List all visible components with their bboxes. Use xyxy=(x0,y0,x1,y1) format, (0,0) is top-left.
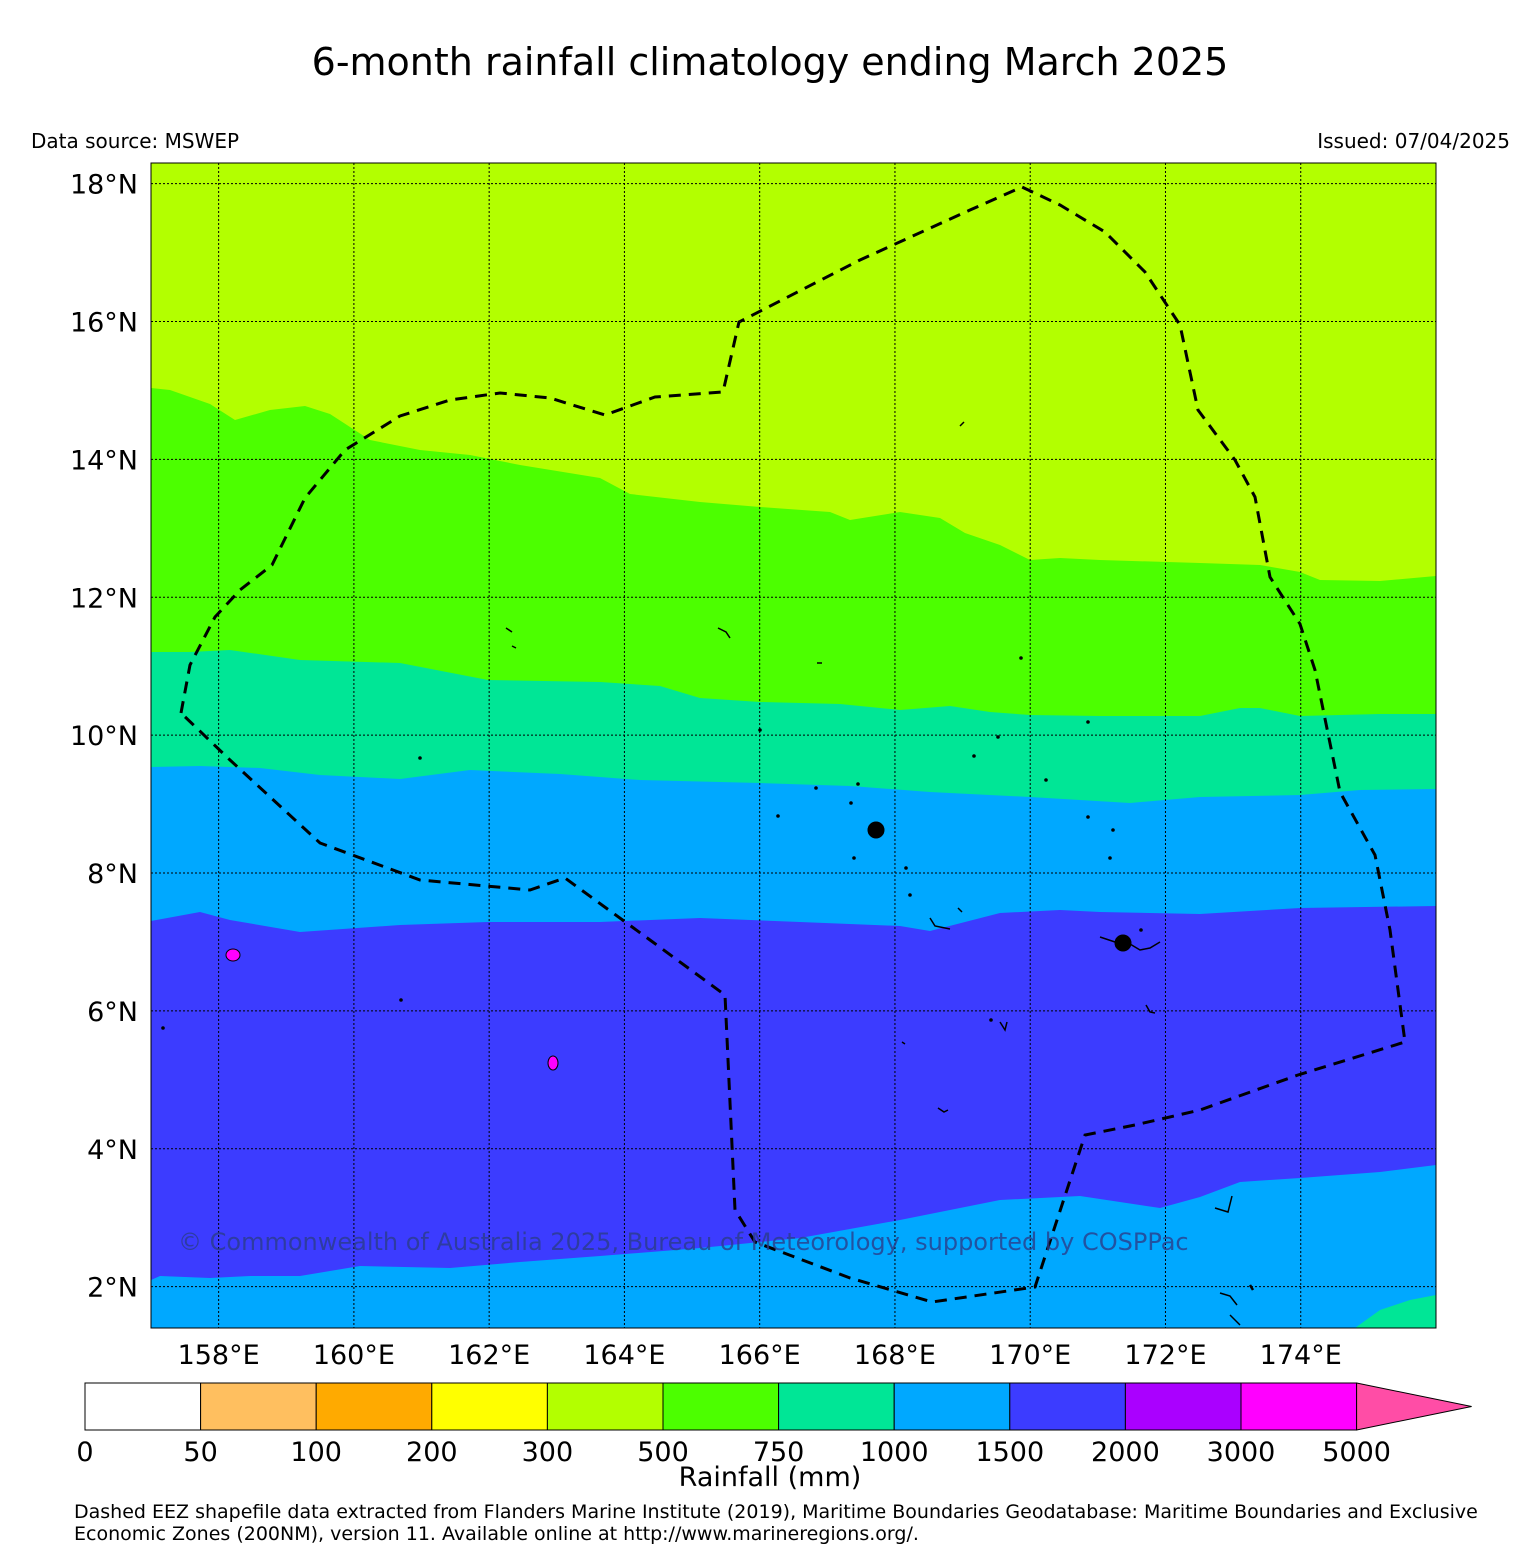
colorbar-tick-label: 500 xyxy=(637,1437,689,1468)
eez-source-footnote: Dashed EEZ shapefile data extracted from… xyxy=(74,1501,1478,1545)
longitude-tick-label: 172°E xyxy=(1124,1340,1206,1371)
latitude-tick-label: 12°N xyxy=(70,583,138,614)
latitude-tick-label: 16°N xyxy=(70,308,138,339)
colorbar-segment xyxy=(778,1382,895,1431)
colorbar-segment xyxy=(431,1382,548,1431)
issued-date-label: Issued: 07/04/2025 xyxy=(1317,129,1510,153)
colorbar-segment xyxy=(1009,1382,1126,1431)
latitude-tick-labels: 2°N 4°N 6°N 8°N 10°N 12°N 14°N 16°N 18°N xyxy=(70,170,138,1304)
eez-boundary xyxy=(179,185,1407,1304)
latitude-tick-label: 14°N xyxy=(70,445,138,476)
longitude-tick-label: 164°E xyxy=(583,1340,665,1371)
colorbar-tick-label: 5000 xyxy=(1322,1437,1391,1468)
latitude-tick-label: 18°N xyxy=(70,170,138,201)
band-1500-2000 xyxy=(151,906,1436,1280)
rainfall-contour-bands xyxy=(151,163,1436,1328)
colorbar-segment xyxy=(1240,1382,1358,1431)
colorbar-tick-label: 200 xyxy=(406,1437,458,1468)
map-frame xyxy=(150,162,1437,1329)
colorbar-segment xyxy=(84,1382,202,1431)
colorbar-tick-label: 300 xyxy=(522,1437,574,1468)
band-750-1000-corner xyxy=(1355,1295,1436,1328)
colorbar-tick-label: 0 xyxy=(76,1437,93,1468)
longitude-tick-label: 170°E xyxy=(989,1340,1071,1371)
latitude-tick-label: 6°N xyxy=(87,997,138,1028)
map-title: 6-month rainfall climatology ending Marc… xyxy=(311,40,1229,84)
copyright-notice: © Commonwealth of Australia 2025, Bureau… xyxy=(178,1228,1189,1256)
data-source-label: Data source: MSWEP xyxy=(31,129,240,153)
longitude-tick-label: 166°E xyxy=(719,1340,801,1371)
latitude-tick-label: 10°N xyxy=(70,721,138,752)
island-marker-kwajalein xyxy=(867,821,885,839)
spot-3000-5000-pohnpei xyxy=(547,1055,559,1071)
latitude-tick-label: 2°N xyxy=(87,1273,138,1304)
islands xyxy=(161,421,1255,1326)
colorbar-segment xyxy=(546,1382,664,1431)
colorbar-tick-label: 1500 xyxy=(975,1437,1044,1468)
colorbar-tick-label: 2000 xyxy=(1091,1437,1160,1468)
longitude-tick-label: 168°E xyxy=(854,1340,936,1371)
spot-3000-5000-west xyxy=(225,948,241,962)
longitude-tick-label: 160°E xyxy=(313,1340,395,1371)
colorbar-segment xyxy=(315,1382,433,1431)
longitude-tick-label: 162°E xyxy=(448,1340,530,1371)
colorbar-tick-label: 3000 xyxy=(1207,1437,1276,1468)
colorbar-tick-label: 100 xyxy=(290,1437,342,1468)
longitude-tick-labels: 158°E 160°E 162°E 164°E 166°E 168°E 170°E 172°E… xyxy=(178,1340,1342,1371)
colorbar xyxy=(84,1382,1472,1431)
colorbar-segment xyxy=(200,1382,317,1431)
longitude-tick-label: 174°E xyxy=(1260,1340,1342,1371)
colorbar-segment xyxy=(893,1382,1011,1431)
colorbar-segment xyxy=(662,1382,780,1431)
colorbar-tick-label: 750 xyxy=(753,1437,805,1468)
colorbar-tick-label: 1000 xyxy=(860,1437,929,1468)
island-marker-majuro xyxy=(1114,934,1132,952)
colorbar-extend-arrow xyxy=(1356,1382,1472,1431)
longitude-tick-label: 158°E xyxy=(178,1340,260,1371)
latitude-tick-label: 4°N xyxy=(87,1135,138,1166)
colorbar-segment xyxy=(1124,1382,1242,1431)
colorbar-tick-label: 50 xyxy=(183,1437,217,1468)
colorbar-label: Rainfall (mm) xyxy=(678,1462,862,1493)
colorbar-tick-labels: 0 50 100 200 300 500 750 1000 1500 2000 3000 5000 xyxy=(76,1437,1391,1468)
latitude-tick-label: 8°N xyxy=(87,859,138,890)
